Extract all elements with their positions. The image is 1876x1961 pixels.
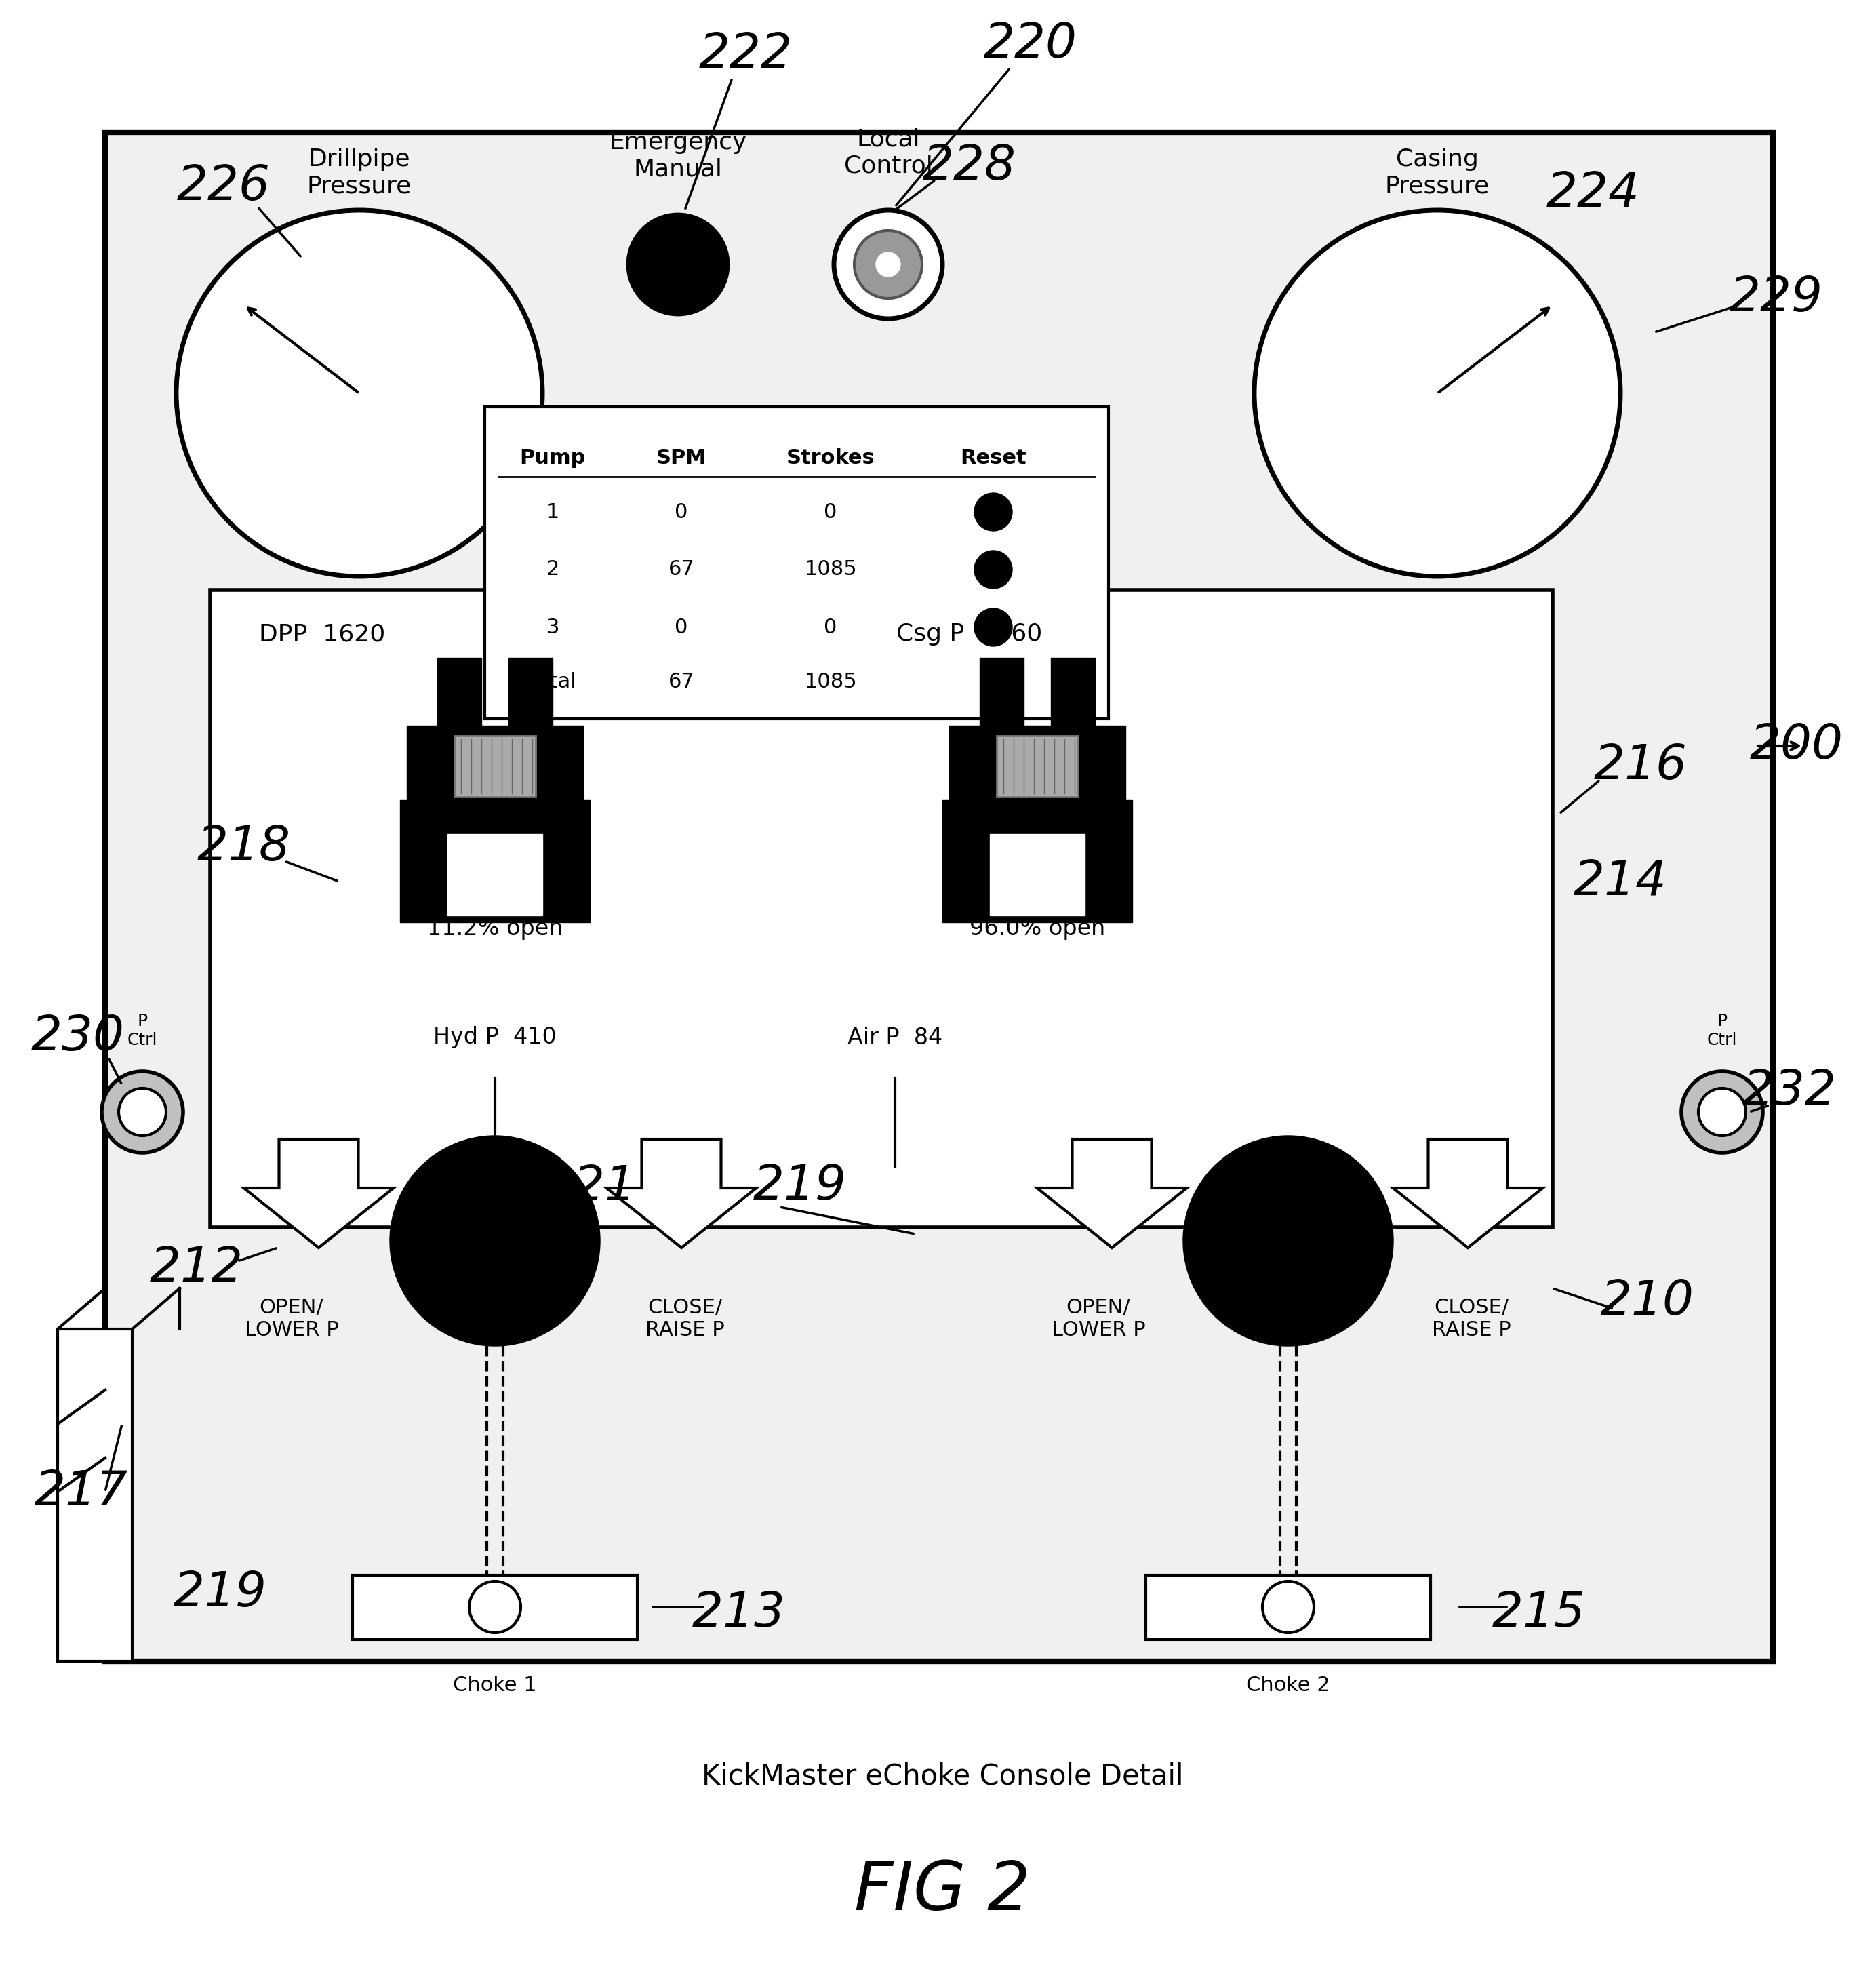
Circle shape xyxy=(974,608,1013,647)
Text: 67: 67 xyxy=(668,559,694,578)
Circle shape xyxy=(1263,1581,1313,1634)
Text: P
Ctrl: P Ctrl xyxy=(1707,1014,1737,1049)
Text: 0: 0 xyxy=(824,502,837,522)
Bar xyxy=(949,726,1126,814)
Text: 216: 216 xyxy=(1595,743,1688,790)
Text: 220: 220 xyxy=(983,22,1077,67)
Text: 1085: 1085 xyxy=(805,559,857,578)
Circle shape xyxy=(390,1135,600,1345)
Text: 215: 215 xyxy=(1491,1590,1585,1637)
Text: Choke 2: Choke 2 xyxy=(1246,1675,1330,1694)
Bar xyxy=(484,406,1109,720)
Circle shape xyxy=(854,231,923,298)
Text: Air P  84: Air P 84 xyxy=(848,1026,942,1049)
Circle shape xyxy=(974,492,1013,531)
Bar xyxy=(979,657,1024,739)
Circle shape xyxy=(1681,1071,1763,1153)
Text: 229: 229 xyxy=(1730,275,1823,322)
Text: 96.0% open: 96.0% open xyxy=(970,918,1105,939)
Text: KickMaster eChoke Console Detail: KickMaster eChoke Console Detail xyxy=(702,1763,1184,1790)
Bar xyxy=(1146,1575,1431,1639)
Text: Emergency
Manual: Emergency Manual xyxy=(610,131,747,180)
Bar xyxy=(437,657,482,739)
Text: 0: 0 xyxy=(675,502,688,522)
Bar xyxy=(407,726,583,814)
Text: 224: 224 xyxy=(1546,171,1640,216)
Text: 67: 67 xyxy=(668,671,694,692)
Bar xyxy=(1051,657,1096,739)
Text: DPP  1620: DPP 1620 xyxy=(259,622,385,645)
Text: 212: 212 xyxy=(150,1245,244,1292)
Text: 226: 226 xyxy=(176,163,270,210)
Text: Pump: Pump xyxy=(520,447,585,467)
Text: 200: 200 xyxy=(1750,722,1844,769)
Text: 232: 232 xyxy=(1743,1069,1837,1116)
Bar xyxy=(353,1575,638,1639)
Bar xyxy=(508,657,553,739)
Text: Csg P  2360: Csg P 2360 xyxy=(897,622,1043,645)
Bar xyxy=(210,590,1553,1228)
Circle shape xyxy=(876,253,900,277)
Text: OPEN/
LOWER P: OPEN/ LOWER P xyxy=(1051,1298,1146,1339)
Circle shape xyxy=(835,210,942,320)
Text: 11.2% open: 11.2% open xyxy=(428,918,563,939)
Text: Casing
Pressure: Casing Pressure xyxy=(1384,147,1490,198)
Text: P
Ctrl: P Ctrl xyxy=(128,1014,158,1049)
Text: 2: 2 xyxy=(546,559,559,578)
Text: Local
Control: Local Control xyxy=(844,127,932,176)
Circle shape xyxy=(118,1088,167,1135)
Text: 3: 3 xyxy=(546,618,559,637)
Bar xyxy=(991,833,1084,916)
Circle shape xyxy=(176,210,542,577)
Circle shape xyxy=(469,1581,522,1634)
Text: 213: 213 xyxy=(692,1590,786,1637)
Bar xyxy=(105,131,1773,1661)
Polygon shape xyxy=(606,1139,756,1247)
Text: 222: 222 xyxy=(700,31,792,78)
Text: 1085: 1085 xyxy=(805,671,857,692)
Text: 214: 214 xyxy=(1574,859,1668,904)
Text: 0: 0 xyxy=(675,618,688,637)
Bar xyxy=(942,800,1133,922)
Text: Drillpipe
Pressure: Drillpipe Pressure xyxy=(308,147,411,198)
Polygon shape xyxy=(1394,1139,1542,1247)
Text: Hyd P  410: Hyd P 410 xyxy=(433,1026,557,1049)
Circle shape xyxy=(1698,1088,1747,1135)
Text: 217: 217 xyxy=(34,1469,128,1516)
Polygon shape xyxy=(1037,1139,1188,1247)
Text: CLOSE/
RAISE P: CLOSE/ RAISE P xyxy=(645,1298,724,1339)
Bar xyxy=(996,735,1079,796)
Circle shape xyxy=(101,1071,184,1153)
Circle shape xyxy=(627,214,730,316)
Text: 218: 218 xyxy=(197,824,291,871)
Bar xyxy=(400,800,589,922)
Text: CLOSE/
RAISE P: CLOSE/ RAISE P xyxy=(1431,1298,1510,1339)
Text: Choke 1: Choke 1 xyxy=(452,1675,537,1694)
Polygon shape xyxy=(244,1139,394,1247)
Text: OPEN/
LOWER P: OPEN/ LOWER P xyxy=(244,1298,338,1339)
Circle shape xyxy=(1255,210,1621,577)
Text: 219: 219 xyxy=(174,1571,266,1618)
Text: 219: 219 xyxy=(754,1163,846,1210)
Text: 1: 1 xyxy=(546,502,559,522)
Text: SPM: SPM xyxy=(657,447,707,467)
Text: Reset: Reset xyxy=(961,447,1026,467)
Text: total: total xyxy=(529,671,576,692)
Text: 0: 0 xyxy=(824,618,837,637)
Text: FIG 2: FIG 2 xyxy=(854,1859,1030,1926)
Text: Strokes: Strokes xyxy=(786,447,874,467)
Bar xyxy=(58,1330,131,1661)
Bar xyxy=(448,833,542,916)
Text: 210: 210 xyxy=(1600,1279,1694,1326)
Text: 230: 230 xyxy=(32,1014,124,1061)
Text: 228: 228 xyxy=(923,143,1017,190)
Bar xyxy=(454,735,537,796)
Circle shape xyxy=(1184,1135,1394,1345)
Text: 221: 221 xyxy=(542,1163,636,1210)
Circle shape xyxy=(974,551,1013,588)
